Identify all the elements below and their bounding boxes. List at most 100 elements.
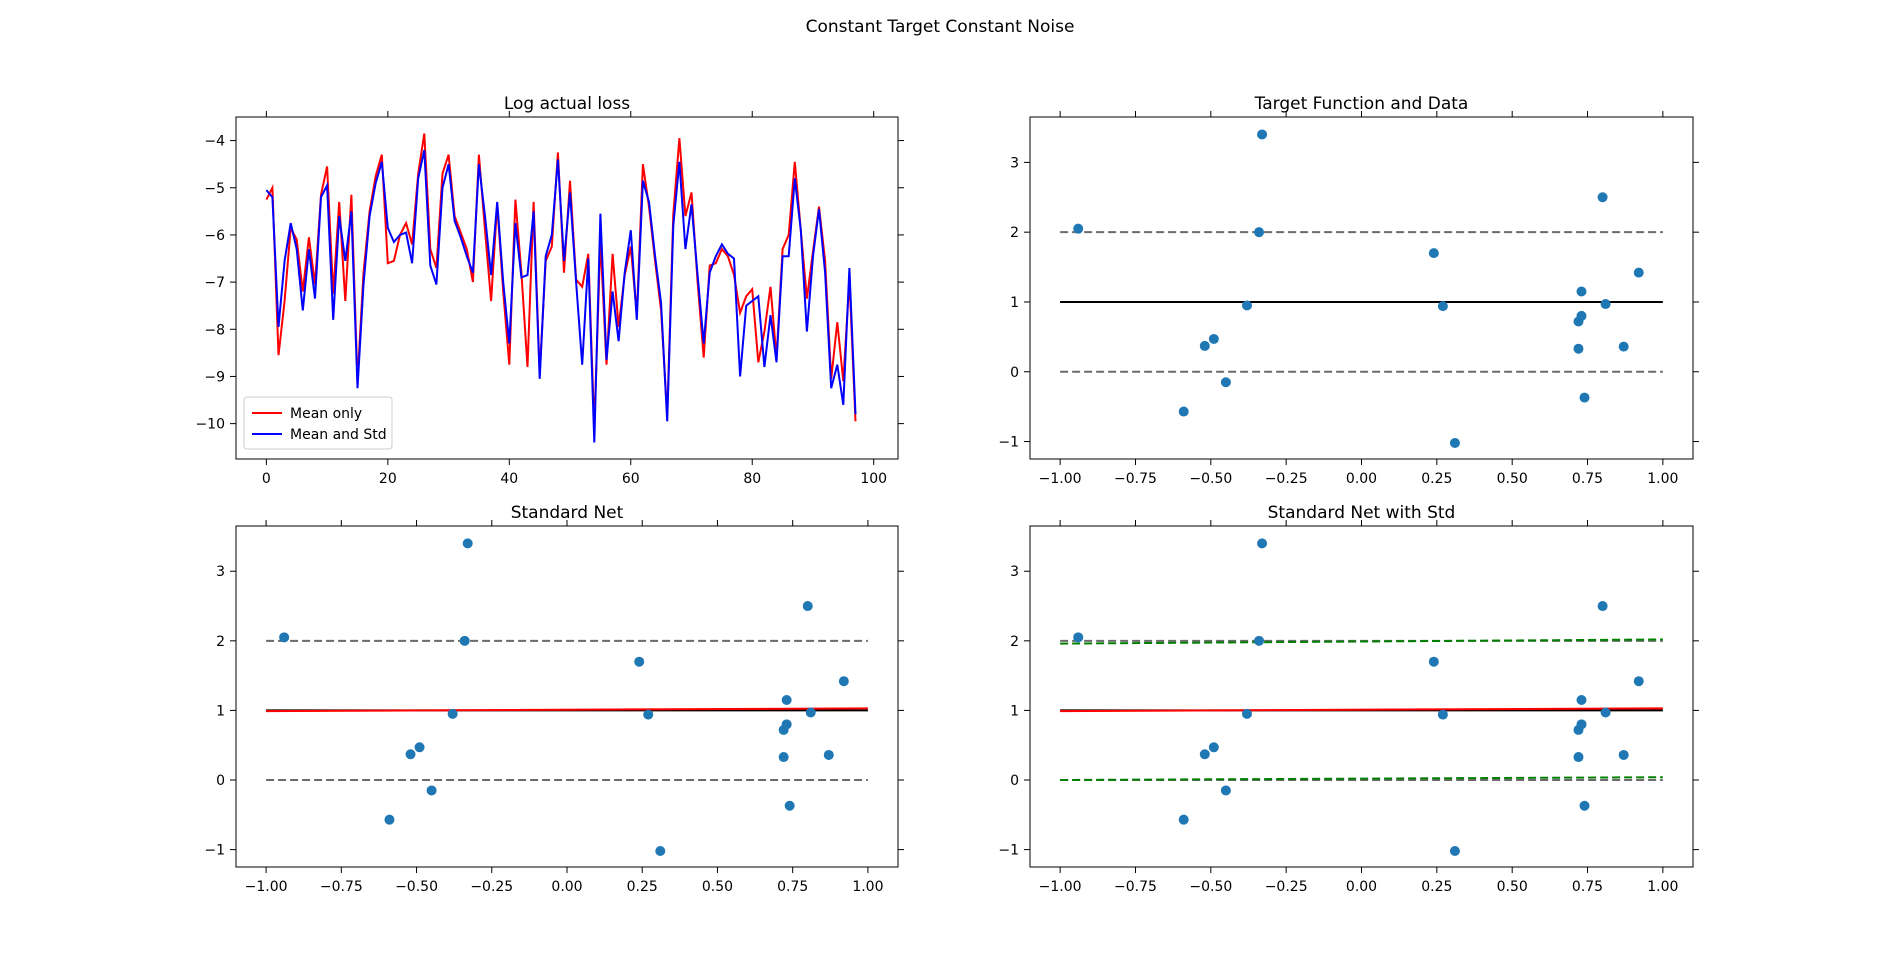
y-tick-label: −7	[204, 275, 225, 291]
data-point	[784, 800, 795, 811]
y-tick-label: −1	[204, 843, 225, 859]
x-tick-label: −0.75	[1114, 471, 1157, 487]
x-tick-label: 80	[743, 471, 761, 487]
x-tick-label: −0.75	[1114, 879, 1157, 895]
data-point	[1633, 267, 1644, 278]
x-tick-label: −0.50	[1189, 879, 1232, 895]
data-point	[1257, 129, 1268, 140]
x-tick-label: 20	[379, 471, 397, 487]
data-point	[805, 707, 816, 718]
y-tick-label: 0	[1010, 365, 1019, 381]
y-tick-label: 3	[1010, 155, 1019, 171]
data-point	[1576, 286, 1587, 297]
subplot-3: Standard Net −1.00 −0.75 −0.50 −0.25 0.00 0.25…	[204, 503, 904, 895]
x-tick-label: −0.75	[320, 879, 363, 895]
x-tick-label: −1.00	[1039, 879, 1082, 895]
data-point	[279, 632, 290, 643]
axes-frame	[1029, 525, 1694, 868]
data-point	[384, 814, 395, 825]
x-tick-label: 0.00	[1346, 471, 1377, 487]
data-point	[414, 742, 425, 753]
axes-frame	[1029, 116, 1694, 460]
data-point	[1579, 392, 1590, 403]
data-point	[1220, 785, 1231, 796]
data-point	[1573, 752, 1584, 763]
y-tick-label: 3	[1010, 564, 1019, 580]
y-tick-label: 1	[216, 703, 225, 719]
data-point	[1449, 437, 1460, 448]
data-point	[1241, 300, 1252, 311]
data-point	[1437, 301, 1448, 312]
data-point	[802, 601, 813, 612]
y-tick-label: −9	[204, 369, 225, 385]
data-point	[634, 656, 645, 667]
data-point	[1257, 538, 1268, 549]
x-tick-label: 1.00	[1647, 471, 1678, 487]
y-tick-label: −4	[204, 134, 225, 150]
y-tick-label: 2	[1010, 634, 1019, 650]
data-point	[1437, 709, 1448, 720]
data-point	[1178, 406, 1189, 417]
data-point	[459, 635, 470, 646]
x-tick-label: 0.75	[777, 879, 808, 895]
data-point	[823, 749, 834, 760]
y-tick-label: −1	[998, 843, 1019, 859]
y-tick-label: −10	[195, 417, 225, 433]
legend: Mean only Mean and Std	[243, 396, 393, 450]
data-point	[1600, 299, 1611, 310]
x-tick-label: 0.50	[702, 879, 733, 895]
subplot-2: Target Function and Data −1.00 −0.75 −0.50 −…	[998, 94, 1699, 487]
data-point	[1618, 341, 1629, 352]
x-tick-label: 40	[500, 471, 518, 487]
subplot-title: Standard Net	[511, 503, 624, 523]
data-point	[1449, 845, 1460, 856]
data-point	[1579, 800, 1590, 811]
data-point	[781, 719, 792, 730]
y-tick-label: −5	[204, 181, 225, 197]
subplot-title: Target Function and Data	[1254, 94, 1469, 114]
y-tick-label: 0	[216, 773, 225, 789]
reference-line-4	[1060, 707, 1663, 713]
x-tick-label: 0.25	[1421, 471, 1452, 487]
data-point	[1073, 223, 1084, 234]
legend-label: Mean only	[290, 406, 362, 422]
y-tick-label: −6	[204, 228, 225, 244]
data-point	[1597, 601, 1608, 612]
legend-frame	[243, 396, 393, 450]
y-tick-label: 2	[216, 634, 225, 650]
x-tick-label: 0.50	[1497, 471, 1528, 487]
data-point	[1576, 694, 1587, 705]
x-tick-label: −0.25	[1265, 879, 1308, 895]
x-tick-label: −1.00	[1039, 471, 1082, 487]
data-point	[1618, 749, 1629, 760]
data-point	[1576, 719, 1587, 730]
x-tick-label: 0.25	[1421, 879, 1452, 895]
subplot-4: Standard Net with Std −1.00 −0.75 −0.50 −0.2…	[998, 503, 1699, 895]
data-point	[447, 708, 458, 719]
x-tick-label: 0	[262, 471, 271, 487]
data-point	[1600, 707, 1611, 718]
data-point	[1178, 814, 1189, 825]
y-tick-label: 3	[216, 564, 225, 580]
x-tick-label: −1.00	[245, 879, 288, 895]
x-tick-label: 60	[622, 471, 640, 487]
y-tick-label: 0	[1010, 773, 1019, 789]
data-point	[1199, 749, 1210, 760]
data-point	[1208, 333, 1219, 344]
y-tick-label: −8	[204, 322, 225, 338]
data-point	[1254, 635, 1265, 646]
series-line-2	[265, 149, 857, 443]
x-tick-label: 0.00	[551, 879, 582, 895]
legend-label: Mean and Std	[290, 427, 387, 443]
data-point	[655, 845, 666, 856]
x-tick-label: 0.75	[1572, 471, 1603, 487]
x-tick-label: 0.25	[627, 879, 658, 895]
reference-line-5	[1060, 638, 1663, 645]
data-point	[778, 752, 789, 763]
axes-frame	[235, 116, 899, 460]
data-point	[1633, 676, 1644, 687]
data-point	[1573, 343, 1584, 354]
x-tick-label: 0.75	[1572, 879, 1603, 895]
data-point	[1254, 227, 1265, 238]
